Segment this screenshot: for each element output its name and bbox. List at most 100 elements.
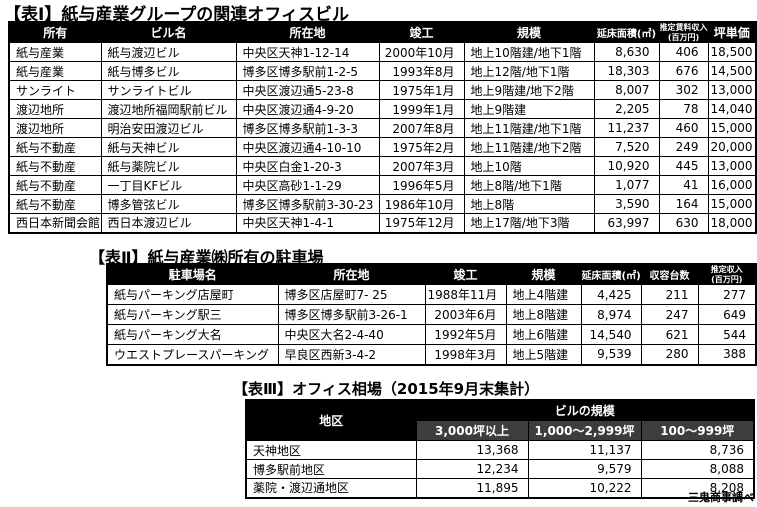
table-cell: 249 <box>658 137 709 157</box>
table-row: 紙与不動産 紙与天神ビル 中央区渡辺通4-10-10 1975年2月 地上11階建/地下… <box>8 137 757 157</box>
table-cell: 8,630 <box>593 42 660 62</box>
table-cell: 紙与パーキング大名 <box>106 324 279 345</box>
table-cell: 3,590 <box>593 194 660 214</box>
table-cell: 薬院・渡辺通地区 <box>245 478 417 498</box>
column-header-size-3000-over: 3,000坪以上 <box>415 420 529 441</box>
table-row: 紙与不動産 博多管弦ビル 博多区博多駅前3-30-23 1986年10月 地上8階 3,5… <box>8 194 757 214</box>
table-cell: 地上11階建/地下2階 <box>463 137 595 157</box>
table-cell: 紙与パーキング店屋町 <box>106 284 279 305</box>
table-cell: 1996年5月 <box>378 175 465 195</box>
table-cell: 676 <box>658 61 709 81</box>
header-line: 推定賃料収入 <box>659 23 708 33</box>
table-row: 紙与不動産 紙与薬院ビル 中央区白金1-20-3 2007年3月 地上10階 10,920… <box>8 156 757 176</box>
table-cell: 247 <box>640 304 699 325</box>
table-cell: 明治安田渡辺ビル <box>100 118 237 138</box>
table-row: ウエストプレースパーキング 早良区西新3-4-2 1998年3月 地上5階建 9,539… <box>106 344 757 365</box>
table-cell: 621 <box>640 324 699 345</box>
table-row: 渡辺地所 渡辺地所福岡駅前ビル 中央区渡辺通4-9-20 1999年1月 地上9階建 2,… <box>8 99 757 119</box>
table-cell: 15,000 <box>707 118 757 138</box>
column-header-size-100-999: 100～999坪 <box>640 420 755 441</box>
column-header-capacity: 収容台数 <box>640 263 699 285</box>
table-cell: 紙与産業 <box>8 61 102 81</box>
table-cell: 8,208 <box>640 478 755 498</box>
column-header-building-scale: ビルの規模 <box>415 399 755 421</box>
table-cell: 紙与天神ビル <box>100 137 237 157</box>
table-cell: 博多区博多駅前3-26-1 <box>277 304 426 325</box>
column-header-scale: 規模 <box>463 21 595 43</box>
header-line: (百万円) <box>711 274 743 284</box>
table-cell: 地上12階/地下1階 <box>463 61 595 81</box>
table-cell: 41 <box>658 175 709 195</box>
table-cell: 早良区西新3-4-2 <box>277 344 426 365</box>
table-cell: 1988年11月 <box>424 284 507 305</box>
table3-title: 【表Ⅲ】オフィス相場（2015年9月末集計） <box>233 380 540 398</box>
table-cell: 11,895 <box>415 478 529 498</box>
table-cell: 13,000 <box>707 156 757 176</box>
table-cell: 445 <box>658 156 709 176</box>
table-row: 天神地区 13,368 11,137 8,736 <box>245 440 755 460</box>
table-cell: 11,237 <box>593 118 660 138</box>
table-cell: 10,920 <box>593 156 660 176</box>
table-cell: 302 <box>658 80 709 100</box>
column-header-address: 所在地 <box>235 21 380 43</box>
table-cell: 紙与不動産 <box>8 137 102 157</box>
table-row: 渡辺地所 明治安田渡辺ビル 博多区博多駅前1-3-3 2007年8月 地上11階建/地下… <box>8 118 757 138</box>
header-line: 推定収入 <box>710 265 743 275</box>
table-cell: 211 <box>640 284 699 305</box>
table-cell: 630 <box>658 213 709 233</box>
table-cell: 紙与産業 <box>8 42 102 62</box>
table-cell: 渡辺地所 <box>8 99 102 119</box>
table-cell: 渡辺地所 <box>8 118 102 138</box>
table-row: 紙与パーキング大名 中央区大名2-4-40 1992年5月 地上6階建 14,540 62… <box>106 324 757 345</box>
column-header-completion: 竣工 <box>424 263 507 285</box>
table-cell: 地上10階 <box>463 156 595 176</box>
table-cell: 1998年3月 <box>424 344 507 365</box>
table-row: 紙与不動産 一丁目KFビル 中央区高砂1-1-29 1996年5月 地上8階/地下1階 1… <box>8 175 757 195</box>
table-cell: 8,974 <box>580 304 642 325</box>
table-cell: 博多管弦ビル <box>100 194 237 214</box>
table-cell: 1975年1月 <box>378 80 465 100</box>
table-cell: 紙与パーキング駅三 <box>106 304 279 325</box>
table1-title: 【表Ⅰ】紙与産業グループの関連オフィスビル <box>4 5 349 25</box>
table-cell: 18,303 <box>593 61 660 81</box>
table-row: 西日本新聞会館 西日本渡辺ビル 中央区天神1-4-1 1975年12月 地上17階/地下… <box>8 213 757 233</box>
office-market-table: 地区 ビルの規模 3,000坪以上 1,000～2,999坪 100～999坪 … <box>245 399 756 499</box>
table-row: サンライト サンライトビル 中央区渡辺通5-23-8 1975年1月 地上9階建/地下2… <box>8 80 757 100</box>
header-row: 所有 ビル名 所在地 竣工 規模 延床面積(㎡) 推定賃料収入 (百万円) 坪単価 <box>8 21 757 43</box>
column-header-owner: 所有 <box>8 21 102 43</box>
table-cell: 地上9階建 <box>463 99 595 119</box>
table-cell: 277 <box>697 284 757 305</box>
table-cell: 地上6階建 <box>505 324 582 345</box>
table-cell: 1975年2月 <box>378 137 465 157</box>
table-cell: 1975年12月 <box>378 213 465 233</box>
table-cell: 地上8階 <box>463 194 595 214</box>
column-header-parking-name: 駐車場名 <box>106 263 279 285</box>
table-row: 薬院・渡辺通地区 11,895 10,222 8,208 <box>245 478 755 498</box>
table-cell: 14,040 <box>707 99 757 119</box>
table-cell: 博多区博多駅前1-2-5 <box>235 61 380 81</box>
header-line: (百万円) <box>667 32 700 42</box>
table-cell: 地上8階建 <box>505 304 582 325</box>
table-cell: 10,222 <box>527 478 642 498</box>
table-cell: 280 <box>640 344 699 365</box>
table-cell: 2007年8月 <box>378 118 465 138</box>
table-cell: 2007年3月 <box>378 156 465 176</box>
office-buildings-table-body: 紙与産業 紙与渡辺ビル 中央区天神1-12-14 2000年10月 地上10階建/地下1… <box>8 42 757 233</box>
table-cell: 406 <box>658 42 709 62</box>
table-row: 紙与パーキング駅三 博多区博多駅前3-26-1 2003年6月 地上8階建 8,974 2… <box>106 304 757 325</box>
table-row: 博多駅前地区 12,234 9,579 8,088 <box>245 459 755 479</box>
table-cell: 紙与不動産 <box>8 194 102 214</box>
column-header-rent-income: 推定賃料収入 (百万円) <box>658 21 709 43</box>
table-cell: 地上5階建 <box>505 344 582 365</box>
table-cell: 中央区渡辺通4-10-10 <box>235 137 380 157</box>
table-cell: 一丁目KFビル <box>100 175 237 195</box>
column-header-floor-area: 延床面積(㎡) <box>593 21 660 43</box>
table-cell: ウエストプレースパーキング <box>106 344 279 365</box>
table-cell: 63,997 <box>593 213 660 233</box>
table-cell: 460 <box>658 118 709 138</box>
table-cell: 16,000 <box>707 175 757 195</box>
table-row: 紙与パーキング店屋町 博多区店屋町7- 25 1988年11月 地上4階建 4,425 2… <box>106 284 757 305</box>
table-cell: 中央区高砂1-1-29 <box>235 175 380 195</box>
column-header-scale: 規模 <box>505 263 582 285</box>
table-row: 紙与産業 紙与渡辺ビル 中央区天神1-12-14 2000年10月 地上10階建/地下1… <box>8 42 757 62</box>
